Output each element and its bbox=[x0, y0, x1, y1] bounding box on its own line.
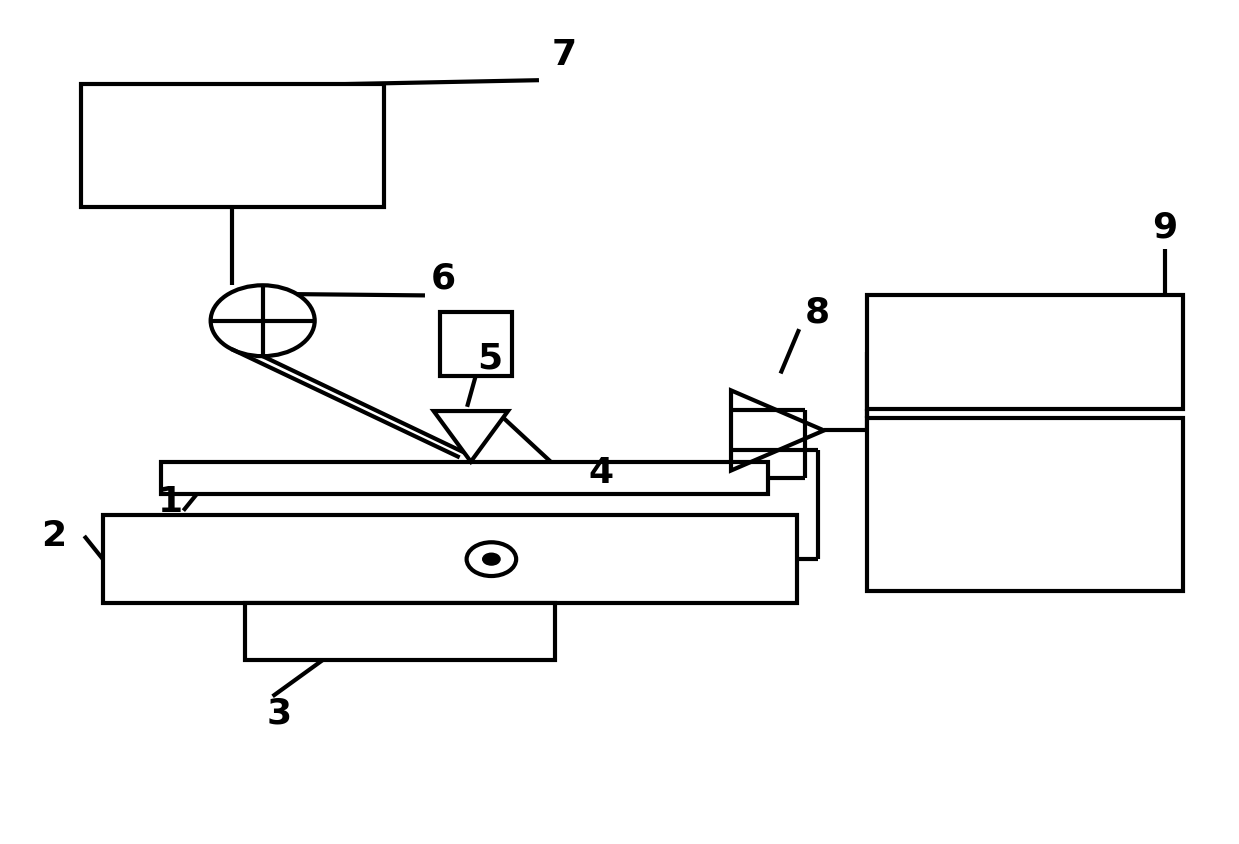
Text: 3: 3 bbox=[266, 696, 291, 730]
Text: 7: 7 bbox=[551, 38, 576, 72]
Bar bbox=[245, 603, 555, 660]
Bar bbox=[440, 312, 512, 376]
Text: 8: 8 bbox=[805, 295, 830, 329]
Polygon shape bbox=[434, 411, 508, 462]
Bar bbox=[81, 84, 384, 207]
Bar bbox=[867, 295, 1183, 409]
Bar bbox=[867, 418, 1183, 591]
Text: 4: 4 bbox=[589, 456, 613, 490]
Text: 6: 6 bbox=[431, 262, 456, 295]
Bar bbox=[161, 462, 768, 494]
Text: 2: 2 bbox=[41, 519, 66, 553]
Text: 9: 9 bbox=[1152, 211, 1177, 245]
Text: 5: 5 bbox=[477, 342, 502, 376]
Circle shape bbox=[483, 554, 501, 565]
Text: 1: 1 bbox=[159, 485, 183, 519]
Bar bbox=[103, 515, 797, 603]
